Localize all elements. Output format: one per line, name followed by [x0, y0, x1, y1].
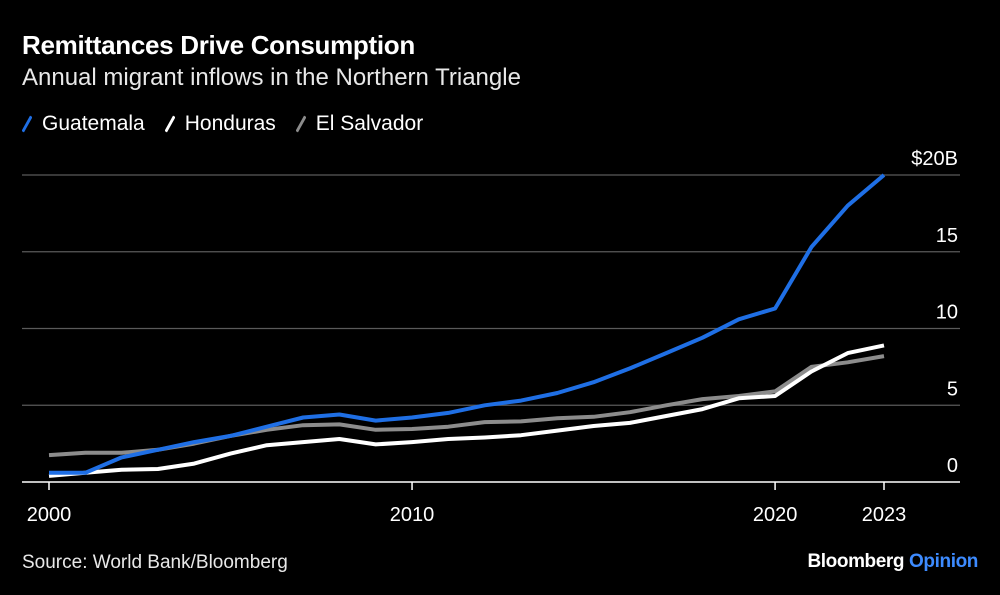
- y-tick-label-10: 10: [936, 302, 958, 324]
- y-tick-label-20: $20B: [911, 148, 958, 170]
- x-tick-label-2010: 2010: [390, 504, 435, 526]
- brand-logo: Bloomberg Opinion: [807, 551, 978, 573]
- y-tick-label-5: 5: [947, 378, 958, 400]
- legend: Guatemala Honduras El Salvador: [22, 112, 443, 136]
- legend-item-el-salvador: El Salvador: [295, 112, 424, 136]
- y-tick-label-15: 15: [936, 225, 958, 247]
- legend-label-el-salvador: El Salvador: [315, 112, 424, 135]
- legend-label-honduras: Honduras: [184, 112, 276, 135]
- legend-item-honduras: Honduras: [164, 112, 276, 136]
- source-note: Source: World Bank/Bloomberg: [22, 552, 288, 573]
- brand-primary: Bloomberg: [807, 551, 905, 572]
- series-line-honduras: [48, 343, 885, 478]
- legend-swatch-el-salvador: [295, 115, 306, 133]
- x-tick-label-2000: 2000: [27, 504, 72, 526]
- legend-label-guatemala: Guatemala: [42, 112, 145, 135]
- chart-subtitle: Annual migrant inflows in the Northern T…: [22, 64, 521, 91]
- chart-title: Remittances Drive Consumption: [22, 30, 415, 60]
- legend-swatch-honduras: [164, 115, 175, 133]
- legend-swatch-guatemala: [22, 115, 32, 133]
- legend-item-guatemala: Guatemala: [22, 112, 145, 136]
- series-line-guatemala: [49, 173, 886, 475]
- y-tick-label-0: 0: [947, 455, 958, 477]
- x-tick-label-2020: 2020: [753, 504, 798, 526]
- x-tick-label-2023: 2023: [862, 504, 907, 526]
- brand-secondary: Opinion: [909, 551, 978, 572]
